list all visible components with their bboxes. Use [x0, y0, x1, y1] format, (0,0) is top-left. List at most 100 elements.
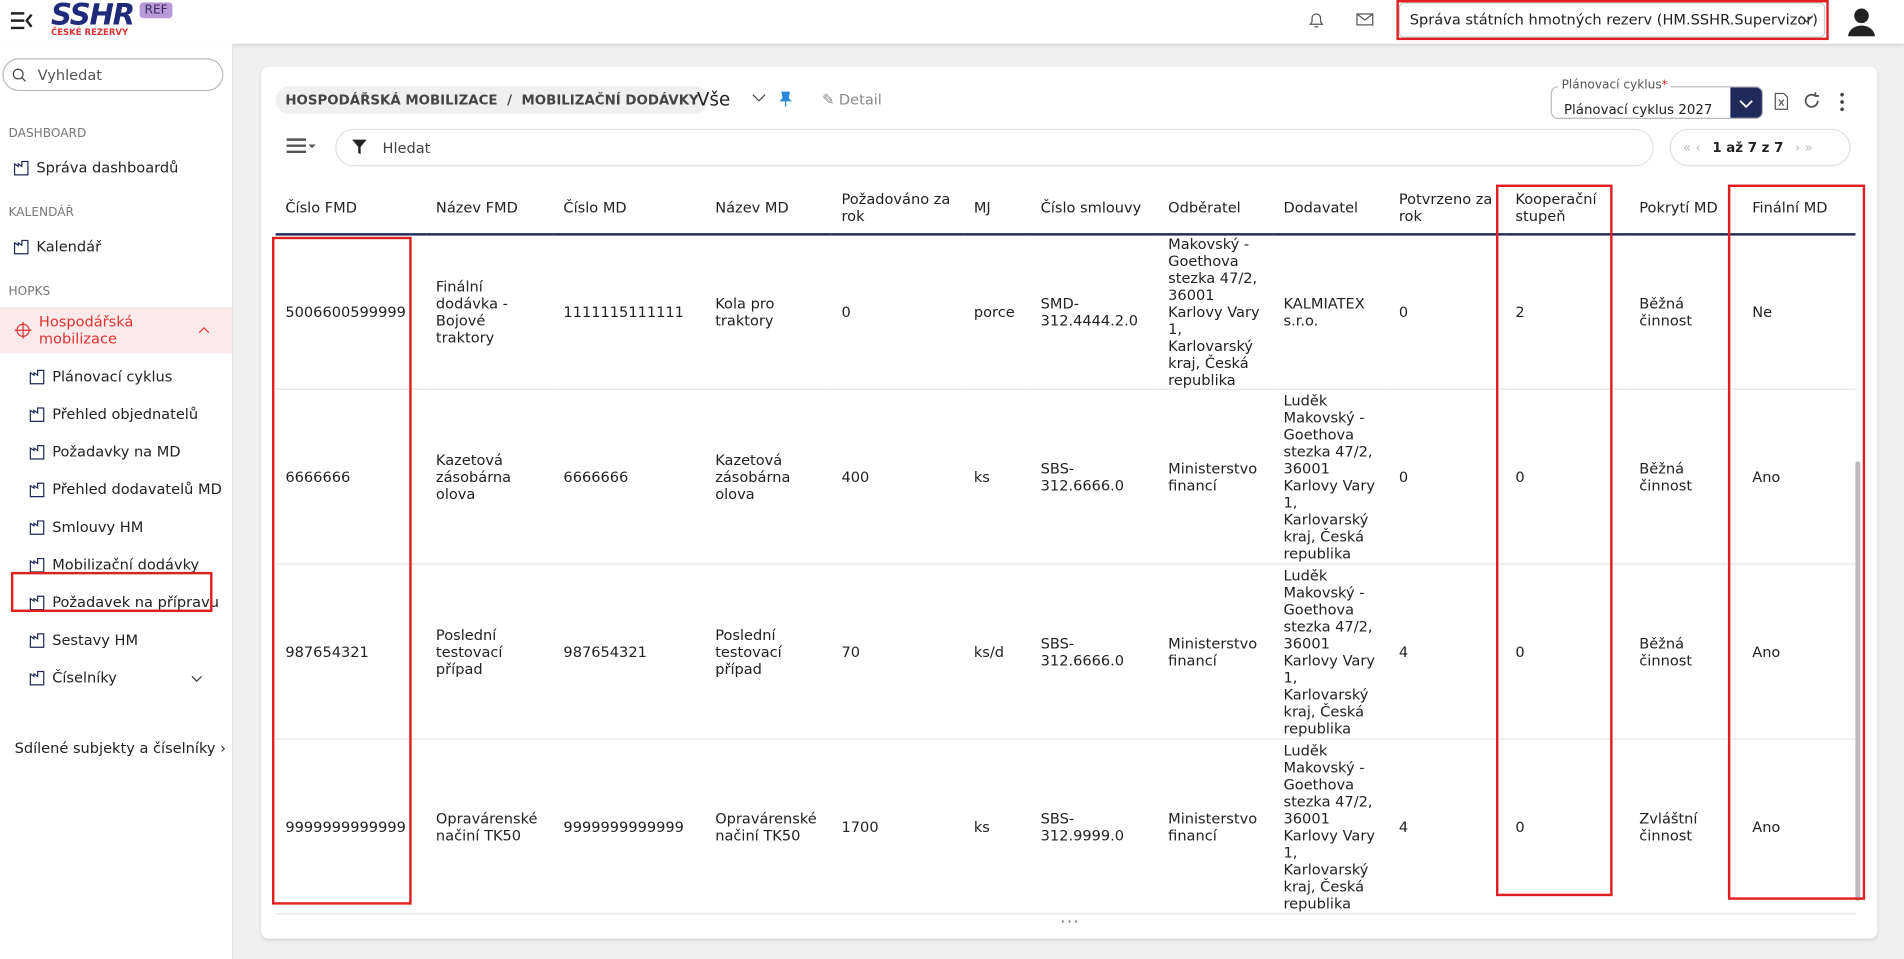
- env-badge: REF: [139, 2, 173, 19]
- content-card: HOSPODÁŘSKÁ MOBILIZACE / MOBILIZAČNÍ DOD…: [261, 66, 1878, 939]
- cycle-label: Plánovací cyklus*: [1557, 78, 1672, 93]
- table-cell: Ano: [1742, 564, 1856, 740]
- logo-subtitle: ČESKÉ REZERVY: [51, 27, 129, 38]
- sidebar-search[interactable]: Vyhledat: [2, 58, 224, 92]
- table-cell: SMD-312.4444.2.0: [1030, 234, 1159, 390]
- table-cell: 1700: [831, 738, 965, 915]
- menu-toggle[interactable]: [10, 11, 34, 30]
- table-cell: 0: [1505, 564, 1630, 740]
- nav-item[interactable]: Přehled objednatelů: [0, 396, 232, 434]
- table-cell: 1111115111111: [553, 234, 706, 390]
- nav-item[interactable]: Sestavy HM: [0, 622, 232, 660]
- cycle-select[interactable]: Plánovací cyklus 2027 - 2: [1550, 86, 1764, 120]
- table-cell: Ano: [1742, 738, 1856, 915]
- column-settings[interactable]: [285, 137, 317, 156]
- table-cell: Luděk Makovský - Goethova stezka 47/2, 3…: [1273, 389, 1390, 565]
- notifications[interactable]: [1307, 10, 1326, 29]
- table-cell: Běžná činnost: [1629, 389, 1743, 565]
- table-cell: Zvláštní činnost: [1629, 738, 1743, 915]
- export-excel[interactable]: [1774, 92, 1789, 110]
- table-cell: 987654321: [553, 564, 706, 740]
- column-header[interactable]: MJ: [964, 182, 1031, 236]
- table-cell: 0: [1505, 738, 1630, 915]
- nav-item-text: Plánovací cyklus: [52, 367, 173, 385]
- sidebar: Vyhledat DASHBOARD Správa dashboardů KALEN…: [0, 43, 234, 959]
- resize-handle[interactable]: ···: [1060, 913, 1080, 933]
- column-header[interactable]: Dodavatel: [1273, 182, 1390, 236]
- nav-group[interactable]: Hospodářská mobilizace: [0, 307, 232, 354]
- breadcrumb: HOSPODÁŘSKÁ MOBILIZACE / MOBILIZAČNÍ DOD…: [275, 86, 709, 115]
- table-cell: 0: [831, 234, 965, 390]
- shared-link[interactable]: Sdílené subjekty a číselníky ›: [14, 739, 226, 757]
- column-header[interactable]: Pokrytí MD: [1629, 182, 1743, 236]
- column-header[interactable]: Požadováno za rok: [831, 182, 965, 236]
- header-row: Číslo FMD Název FMD Číslo MD Název MD Požado…: [275, 182, 1856, 236]
- table-row[interactable]: 987654321 Poslední testovací případ 987654…: [275, 564, 1856, 740]
- pin[interactable]: [778, 91, 793, 108]
- view-select[interactable]: Vše: [697, 89, 730, 111]
- view-dropdown[interactable]: [752, 94, 767, 104]
- table-cell: ks: [964, 389, 1031, 565]
- nav-item-text: Sestavy HM: [52, 631, 139, 649]
- column-header[interactable]: Potvrzeno za rok: [1389, 182, 1506, 236]
- table-cell: SBS-312.6666.0: [1030, 389, 1159, 565]
- column-header[interactable]: Číslo smlouvy: [1030, 182, 1159, 236]
- breadcrumb-item[interactable]: MOBILIZAČNÍ DODÁVKY: [521, 92, 699, 109]
- nav-item[interactable]: Kalendář: [0, 228, 232, 266]
- breadcrumb-item[interactable]: HOSPODÁŘSKÁ MOBILIZACE: [285, 92, 498, 109]
- cycle-dropdown[interactable]: [1730, 87, 1762, 118]
- nav-item[interactable]: Požadavek na přípravu: [0, 584, 232, 622]
- nav-item[interactable]: Smlouvy HM: [0, 509, 232, 547]
- column-header[interactable]: Kooperační stupeň: [1505, 182, 1630, 236]
- column-header[interactable]: Název MD: [705, 182, 832, 236]
- cycle-label-text: Plánovací cyklus: [1561, 78, 1662, 93]
- column-header[interactable]: Název FMD: [426, 182, 554, 236]
- nav-item[interactable]: Plánovací cyklus: [0, 358, 232, 396]
- table-cell: Finální dodávka - Bojové traktory: [426, 234, 554, 390]
- table-cell: 987654321: [275, 564, 427, 740]
- table-row[interactable]: 6666666 Kazetová zásobárna olova 6666666 Ka…: [275, 389, 1856, 565]
- nav-section-title: KALENDÁŘ: [8, 206, 74, 220]
- role-select[interactable]: Správa státních hmotných rezerv (HM.SSHR…: [1398, 2, 1826, 38]
- detail-button[interactable]: ✎ Detail: [822, 91, 882, 109]
- search-placeholder: Vyhledat: [37, 66, 103, 84]
- nav-item-text: Číselníky: [52, 669, 117, 687]
- column-header[interactable]: Finální MD: [1742, 182, 1856, 236]
- table-cell: 9999999999999: [275, 738, 427, 915]
- breadcrumb-separator: /: [507, 92, 512, 109]
- table-cell: Běžná činnost: [1629, 234, 1743, 390]
- nav-item[interactable]: Správa dashboardů: [0, 149, 232, 187]
- highlight-box: [1727, 184, 1866, 900]
- highlight-box: [1496, 184, 1613, 897]
- nav-item-text: Smlouvy HM: [52, 518, 144, 536]
- logo[interactable]: SSHR: [51, 0, 135, 32]
- nav-item[interactable]: Mobilizační dodávky: [0, 546, 232, 584]
- nav-item-text: Požadavek na přípravu: [52, 593, 219, 611]
- table-cell: 6666666: [553, 389, 706, 565]
- table-cell: ks/d: [964, 564, 1031, 740]
- spacer: [0, 266, 232, 278]
- column-header[interactable]: Číslo FMD: [275, 182, 427, 236]
- table-cell: ks: [964, 738, 1031, 915]
- table-search[interactable]: Hledat: [335, 128, 1654, 167]
- spacer: [0, 187, 232, 199]
- scrollbar[interactable]: [1855, 461, 1861, 902]
- table-row[interactable]: 5006600599999 Finální dodávka - Bojové tr…: [275, 234, 1856, 390]
- pagination: « ‹ 1 až 7 z 7 › »: [1669, 128, 1851, 167]
- column-header[interactable]: Číslo MD: [553, 182, 706, 236]
- more-menu[interactable]: [1838, 92, 1845, 112]
- table-cell: 9999999999999: [553, 738, 706, 915]
- cycle-value: Plánovací cyklus 2027 - 2: [1564, 102, 1713, 118]
- table-cell: KALMIATEX s.r.o.: [1273, 234, 1390, 390]
- nav-item[interactable]: Přehled dodavatelů MD: [0, 471, 232, 509]
- nav-item[interactable]: Číselníky: [0, 659, 232, 697]
- nav-item[interactable]: Požadavky na MD: [0, 434, 232, 472]
- column-header[interactable]: Odběratel: [1158, 182, 1274, 236]
- table-cell: SBS-312.9999.0: [1030, 738, 1159, 915]
- messages[interactable]: [1355, 10, 1374, 29]
- user-avatar[interactable]: [1846, 5, 1878, 37]
- table-cell: SBS-312.6666.0: [1030, 564, 1159, 740]
- refresh[interactable]: [1803, 92, 1820, 109]
- table-row[interactable]: 9999999999999 Opravárenské načiní TK50 999…: [275, 738, 1856, 915]
